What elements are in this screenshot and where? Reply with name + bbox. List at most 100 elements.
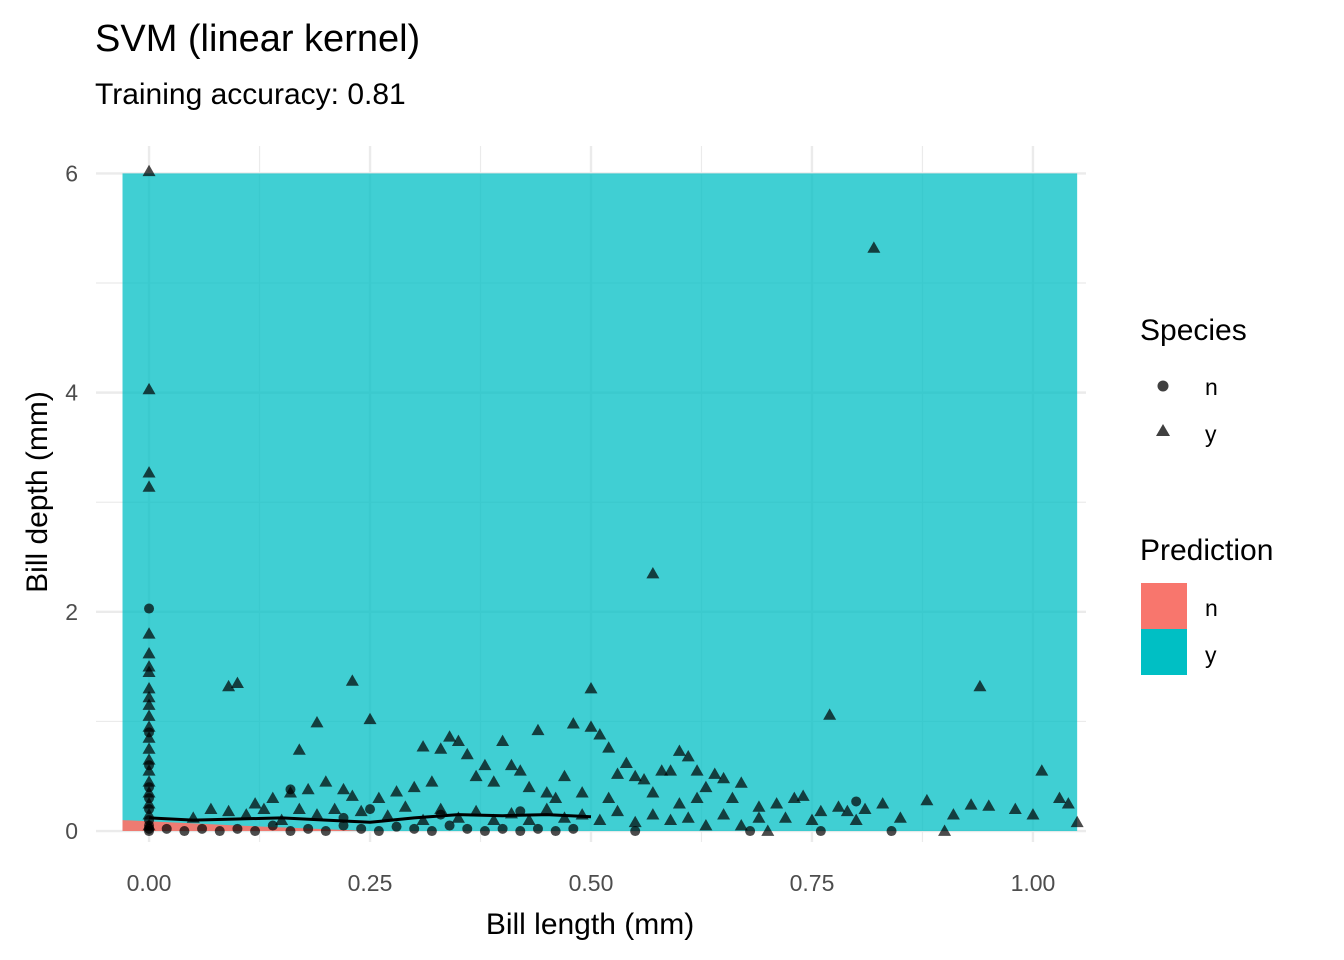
point-y bbox=[460, 747, 474, 760]
point-y bbox=[142, 627, 156, 639]
point-y bbox=[1035, 764, 1049, 776]
point-y bbox=[248, 797, 262, 809]
point-y bbox=[814, 804, 828, 817]
point-y bbox=[1052, 791, 1066, 804]
plot-panel bbox=[96, 146, 1086, 842]
point-y bbox=[646, 566, 660, 579]
point-y bbox=[778, 811, 792, 823]
point-y bbox=[1061, 797, 1075, 809]
point-y bbox=[337, 782, 350, 795]
point-n bbox=[144, 760, 155, 771]
y-tick-label: 6 bbox=[65, 160, 78, 186]
point-y bbox=[451, 811, 465, 823]
point-y bbox=[1026, 808, 1040, 820]
point-n bbox=[497, 823, 508, 834]
point-y bbox=[840, 804, 854, 817]
y-tick-label: 4 bbox=[65, 380, 78, 406]
point-y bbox=[982, 799, 996, 811]
point-n bbox=[886, 826, 897, 837]
point-y bbox=[938, 824, 952, 836]
decision-regions bbox=[122, 173, 1078, 832]
point-n bbox=[365, 804, 376, 815]
point-y bbox=[142, 646, 156, 659]
legend-circle-icon bbox=[1157, 380, 1169, 392]
point-n bbox=[532, 823, 543, 834]
point-y bbox=[142, 682, 156, 694]
point-y bbox=[672, 744, 686, 756]
y-tick-label: 2 bbox=[65, 599, 78, 625]
point-y bbox=[681, 750, 695, 762]
point-y bbox=[275, 813, 289, 825]
chart-title: SVM (linear kernel) bbox=[95, 18, 420, 60]
point-y bbox=[345, 674, 359, 686]
point-y bbox=[646, 786, 660, 798]
point-y bbox=[699, 819, 713, 831]
point-y bbox=[398, 800, 412, 812]
point-y bbox=[487, 813, 501, 825]
legend-species-label-y: y bbox=[1205, 421, 1217, 447]
point-y bbox=[292, 743, 306, 755]
legend-prediction: Prediction n y bbox=[1140, 534, 1273, 675]
point-y bbox=[690, 791, 704, 804]
point-y bbox=[876, 797, 890, 809]
point-y bbox=[522, 813, 536, 825]
point-y bbox=[301, 782, 315, 795]
point-y bbox=[557, 811, 571, 823]
point-n bbox=[815, 826, 826, 837]
point-y bbox=[142, 466, 156, 478]
point-y bbox=[725, 791, 739, 804]
point-y bbox=[699, 780, 713, 793]
point-y bbox=[345, 789, 359, 801]
point-y bbox=[805, 813, 819, 825]
point-y bbox=[372, 791, 386, 804]
point-y bbox=[142, 698, 156, 710]
point-y bbox=[566, 717, 580, 729]
point-y bbox=[142, 382, 156, 395]
axis-ticks: 0.00 0.25 0.50 0.75 1.00 0 2 4 6 bbox=[65, 160, 1055, 896]
legend-species-title: Species bbox=[1140, 314, 1247, 347]
point-y bbox=[478, 758, 492, 771]
point-n bbox=[161, 823, 172, 834]
point-y bbox=[142, 742, 156, 754]
point-n bbox=[250, 826, 261, 837]
y-tick-label: 0 bbox=[65, 818, 78, 844]
point-y bbox=[575, 786, 589, 798]
legend-prediction-title: Prediction bbox=[1140, 534, 1273, 567]
data-points bbox=[142, 164, 1084, 837]
point-n bbox=[144, 727, 155, 738]
legend-prediction-label-y: y bbox=[1205, 642, 1217, 668]
point-y bbox=[823, 708, 837, 720]
point-y bbox=[672, 797, 686, 809]
point-y bbox=[531, 723, 545, 736]
y-axis-title: Bill depth (mm) bbox=[21, 391, 54, 593]
point-y bbox=[849, 813, 863, 825]
point-y bbox=[690, 764, 704, 776]
point-y bbox=[893, 811, 907, 823]
point-y bbox=[664, 764, 678, 776]
point-y bbox=[186, 811, 200, 823]
point-n bbox=[479, 826, 490, 837]
point-y bbox=[584, 720, 598, 732]
point-n bbox=[356, 823, 367, 834]
point-y bbox=[142, 480, 156, 492]
point-y bbox=[752, 811, 766, 823]
point-y bbox=[557, 769, 571, 782]
point-y bbox=[504, 758, 518, 771]
point-y bbox=[363, 712, 377, 725]
point-y bbox=[469, 804, 483, 817]
point-y bbox=[1070, 815, 1084, 828]
x-axis-title: Bill length (mm) bbox=[486, 908, 694, 941]
point-y bbox=[681, 811, 695, 823]
point-y bbox=[257, 802, 271, 814]
point-n bbox=[550, 826, 561, 837]
point-y bbox=[469, 769, 483, 782]
legend-swatch-n bbox=[1141, 583, 1187, 629]
point-y bbox=[522, 780, 536, 793]
point-n bbox=[232, 823, 243, 834]
point-n bbox=[373, 826, 384, 837]
point-y bbox=[540, 786, 554, 798]
point-n bbox=[144, 793, 155, 804]
point-y bbox=[319, 775, 333, 787]
point-y bbox=[1008, 802, 1022, 814]
point-n bbox=[338, 820, 349, 831]
